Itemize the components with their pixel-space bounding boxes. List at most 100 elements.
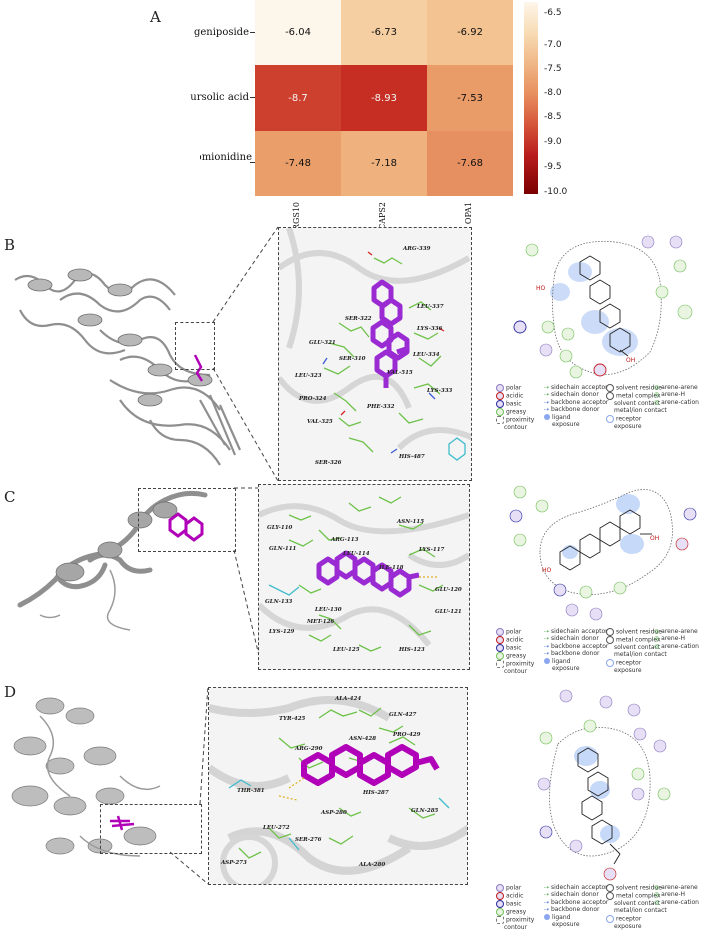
residue-label: LYS-129 bbox=[269, 629, 295, 635]
residue-label: LEU-130 bbox=[315, 607, 342, 613]
legend-text: exposure bbox=[552, 921, 580, 929]
residue-label: SER-310 bbox=[339, 356, 366, 362]
heatmap-cell-0-1: -6.73 bbox=[341, 0, 427, 65]
legend-text: sidechain donor bbox=[550, 891, 599, 899]
colorbar-tick: -6.5 bbox=[544, 8, 562, 18]
legend-text: contour bbox=[504, 924, 528, 931]
row-tick bbox=[250, 32, 255, 33]
residue-label: ARG-113 bbox=[331, 537, 359, 543]
legend-text: backbone acceptor bbox=[550, 398, 609, 406]
legend-text: solvent contact bbox=[614, 900, 661, 907]
heatmap-row-label: ursolic acid bbox=[190, 92, 249, 103]
row-tick bbox=[250, 162, 255, 163]
legend-text: solvent contact bbox=[614, 644, 661, 651]
colorbar-ticks: -6.5 -7.0 -7.5 -8.0 -8.5 -9.0 -9.5 -10.0 bbox=[538, 0, 578, 200]
residue-label: GLY-110 bbox=[267, 525, 293, 531]
svg-text:HO: HO bbox=[536, 285, 546, 292]
legend-text: contour bbox=[504, 424, 528, 431]
residue-label: VAL-325 bbox=[307, 419, 333, 425]
heatmap-cell-1-2: -7.53 bbox=[427, 65, 513, 131]
svg-text:OH: OH bbox=[626, 357, 635, 364]
residue-label: HIS-287 bbox=[363, 790, 389, 796]
svg-text:HO: HO bbox=[542, 567, 552, 574]
protein-ribbon-b bbox=[14, 268, 242, 466]
colorbar-tick: -10.0 bbox=[544, 187, 568, 197]
residue-label: GLU-121 bbox=[435, 609, 462, 615]
residue-label: SER-276 bbox=[295, 837, 322, 843]
colorbar bbox=[524, 2, 538, 194]
legend-text: sidechain acceptor bbox=[550, 384, 608, 391]
legend-text: metal complex bbox=[616, 636, 661, 644]
legend-text: backbone acceptor bbox=[550, 642, 609, 650]
residue-label: LYS-333 bbox=[427, 388, 453, 394]
legend-text: receptor bbox=[616, 415, 642, 423]
residue-label: GLN-427 bbox=[389, 712, 417, 718]
legend-text: ligand bbox=[552, 657, 571, 665]
residue-label: GLN-111 bbox=[269, 546, 297, 552]
residue-label: ASN-428 bbox=[349, 736, 377, 742]
heatmap-cell-1-1: -8.93 bbox=[341, 65, 427, 131]
legend-text: polar bbox=[506, 628, 522, 636]
legend-text: metal/ion contact bbox=[614, 407, 667, 415]
legend-text: solvent residue bbox=[616, 884, 662, 892]
heatmap-cell-0-0: -6.04 bbox=[255, 0, 341, 65]
residue-label: GLU-321 bbox=[309, 340, 336, 346]
interaction-diagram-d bbox=[537, 689, 671, 881]
legend-text: polar bbox=[506, 384, 522, 392]
legend-text: backbone donor bbox=[550, 906, 600, 914]
residue-label: TYR-425 bbox=[279, 716, 306, 722]
residue-label: PRO-324 bbox=[299, 396, 327, 402]
svg-text:OH: OH bbox=[650, 535, 659, 542]
legend-text: ligand bbox=[552, 913, 571, 921]
residue-label: ILE-118 bbox=[379, 565, 404, 571]
legend-text: greasy bbox=[506, 408, 527, 416]
residue-label: ALA-424 bbox=[335, 696, 362, 702]
legend-text: receptor bbox=[616, 659, 642, 667]
heatmap-row-label-clip: voomionidine bbox=[200, 150, 252, 166]
heatmap-cell-1-0: -8.7 bbox=[255, 65, 341, 131]
legend-text: backbone donor bbox=[550, 406, 600, 414]
residue-label: ASP-280 bbox=[321, 810, 347, 816]
interaction-diagram-b: OH HO bbox=[513, 235, 693, 379]
legend-text: sidechain acceptor bbox=[550, 628, 608, 635]
residue-label: THR-381 bbox=[237, 788, 265, 794]
legend-text: basic bbox=[506, 644, 522, 652]
legend-text: exposure bbox=[614, 922, 642, 930]
legend-text: backbone acceptor bbox=[550, 898, 609, 906]
legend-text: greasy bbox=[506, 908, 527, 916]
legend-text: arene-arene bbox=[661, 628, 698, 635]
binding-site-view-c: GLY-110 ASN-115 ARG-113 GLN-111 LEU-114 … bbox=[258, 484, 470, 670]
legend-text: exposure bbox=[614, 422, 642, 430]
binding-site-view-d: ALA-424 TYR-425 GLN-427 PRO-429 ASN-428 … bbox=[208, 687, 468, 885]
zoom-lines-c bbox=[233, 487, 261, 661]
legend-text: ligand bbox=[552, 413, 571, 421]
legend-text: metal complex bbox=[616, 392, 661, 400]
legend-text: exposure bbox=[614, 666, 642, 674]
panel-label-c: C bbox=[4, 488, 16, 506]
legend-text: receptor bbox=[616, 915, 642, 923]
zoom-marker-d bbox=[100, 804, 202, 854]
legend-text: acidic bbox=[506, 636, 524, 644]
residue-label: HIS-487 bbox=[399, 454, 425, 460]
residue-label: LEU-125 bbox=[333, 647, 360, 653]
heatmap-col-label: OPA1 bbox=[464, 202, 473, 225]
protein-ribbon-d bbox=[11, 697, 161, 857]
residue-label: LEU-323 bbox=[295, 373, 322, 379]
colorbar-tick: -9.0 bbox=[544, 137, 562, 147]
zoom-marker-b bbox=[175, 322, 215, 370]
legend-text: arene-arene bbox=[661, 384, 698, 391]
residue-label: GLU-120 bbox=[435, 587, 462, 593]
legend-text: arene-cation bbox=[661, 398, 699, 406]
interaction-diagram-c: OH HO bbox=[509, 485, 697, 621]
panel-label-a: A bbox=[150, 8, 161, 26]
residue-label: LYS-117 bbox=[419, 547, 445, 553]
legend-text: arene-cation bbox=[661, 898, 699, 906]
legend-text: acidic bbox=[506, 892, 524, 900]
residue-label: LYS-336 bbox=[417, 326, 443, 332]
legend-text: arene-H bbox=[661, 891, 686, 899]
residue-label: LEU-337 bbox=[417, 304, 444, 310]
residue-label: SER-326 bbox=[315, 460, 342, 466]
legend-text: arene-cation bbox=[661, 642, 699, 650]
zoom-lines-b bbox=[212, 226, 279, 482]
heatmap-row-label: geniposide bbox=[193, 27, 249, 38]
